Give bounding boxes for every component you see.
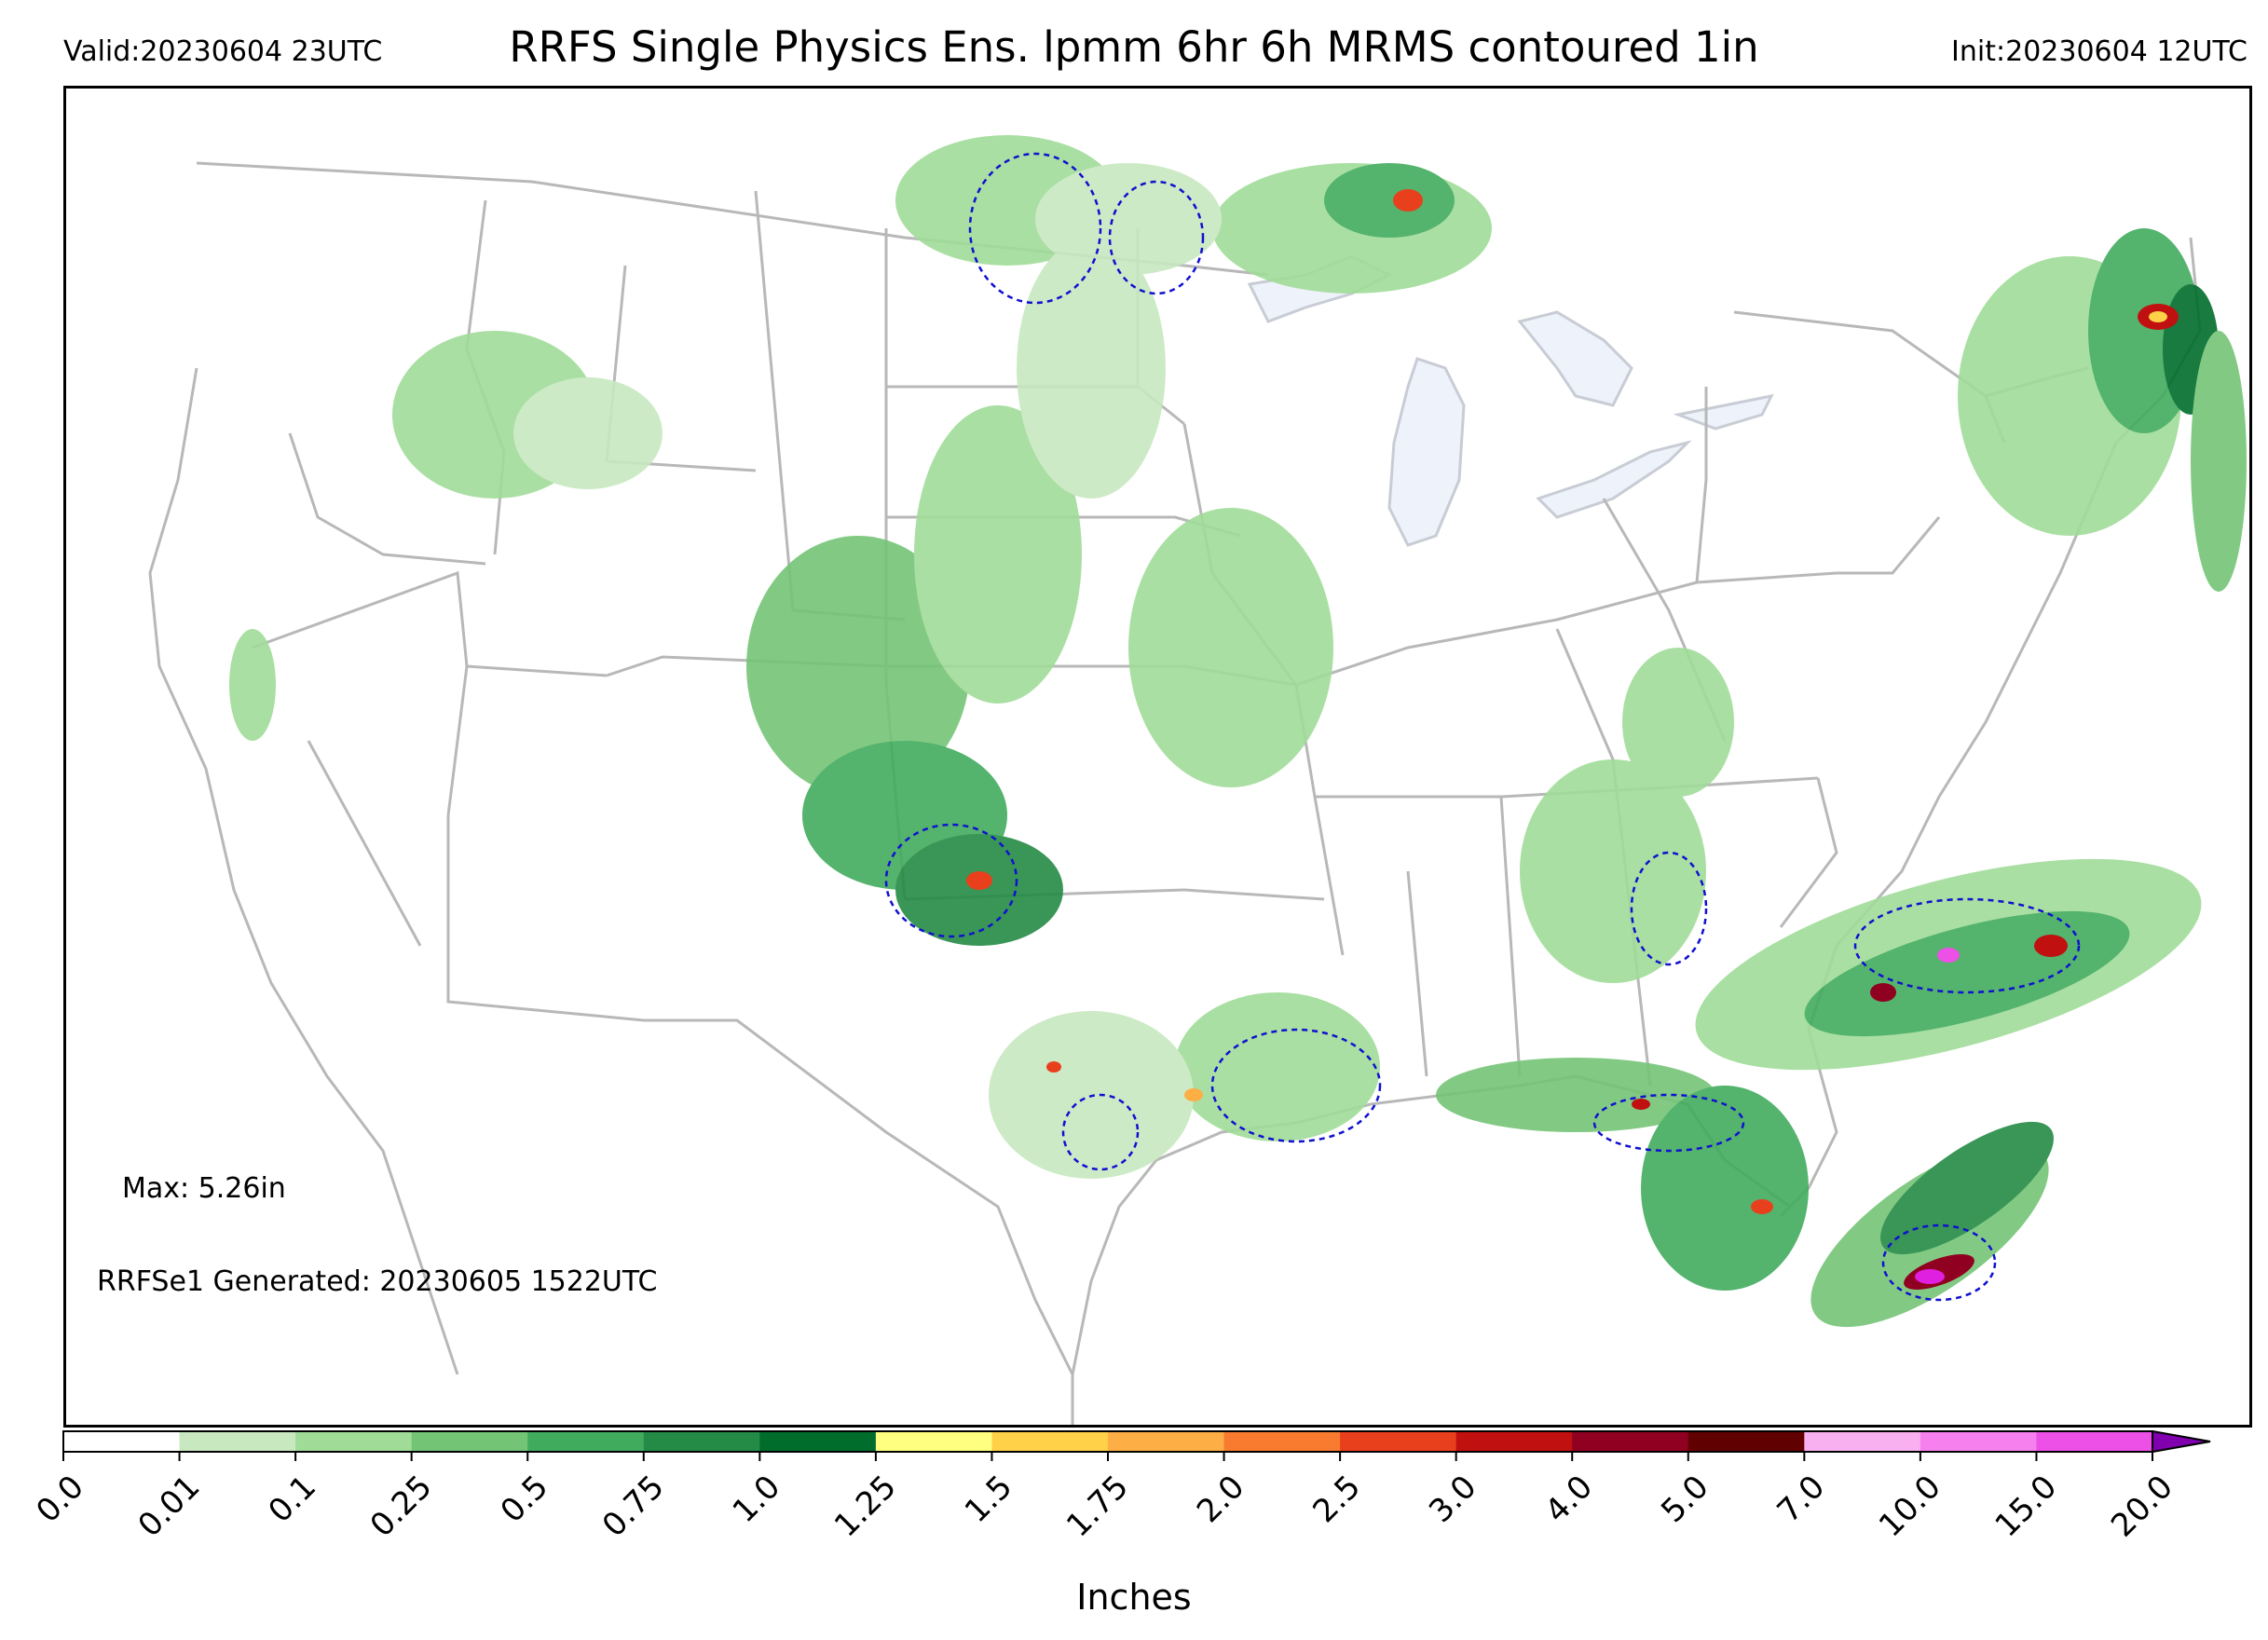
colorbar-tick-label: 10.0: [1872, 1469, 1948, 1545]
colorbar-tick-label: 7.0: [1770, 1469, 1833, 1531]
colorbar-tick-label: 1.0: [726, 1469, 788, 1531]
colorbar-tick-label: 3.0: [1422, 1469, 1484, 1531]
colorbar-swatch: [2036, 1431, 2153, 1452]
colorbar-swatch: [1108, 1431, 1225, 1452]
colorbar-swatch: [63, 1431, 181, 1452]
colorbar-swatch: [295, 1431, 413, 1452]
colorbar-swatch: [1455, 1431, 1573, 1452]
generated-note: RRFSe1 Generated: 20230605 1522UTC: [97, 1265, 658, 1298]
colorbar-swatch: [991, 1431, 1109, 1452]
chart-title: RRFS Single Physics Ens. lpmm 6hr 6h MRM…: [509, 22, 1759, 72]
map-canvas: [148, 135, 2247, 1425]
colorbar-tick-label: 15.0: [1988, 1469, 2065, 1545]
colorbar-swatch: [1223, 1431, 1341, 1452]
colorbar-swatch: [527, 1431, 645, 1452]
colorbar-extend-arrow: [2152, 1429, 2211, 1454]
colorbar-swatch: [411, 1431, 528, 1452]
precip-field: [229, 135, 2247, 1328]
colorbar-swatch: [1804, 1431, 1921, 1452]
colorbar-tick-label: 5.0: [1654, 1469, 1716, 1531]
colorbar-swatch: [1340, 1431, 1457, 1452]
colorbar-tick-label: 0.0: [29, 1469, 91, 1531]
colorbar-tick-label: 0.75: [595, 1469, 672, 1545]
valid-time: Valid:20230604 23UTC: [63, 35, 383, 68]
colorbar-tick-label: 0.25: [363, 1469, 440, 1545]
colorbar-swatch: [1920, 1431, 2037, 1452]
colorbar-tick-label: 20.0: [2104, 1469, 2180, 1545]
colorbar-swatch: [875, 1431, 992, 1452]
colorbar-tick-label: 2.5: [1305, 1469, 1368, 1531]
colorbar-tick-label: 2.0: [1190, 1469, 1252, 1531]
map-panel: [63, 86, 2252, 1428]
max-value-note: Max: 5.26in: [122, 1172, 286, 1205]
precip-maxima: [966, 189, 2179, 1290]
colorbar-tick-label: 0.01: [131, 1469, 208, 1545]
colorbar-swatch: [759, 1431, 877, 1452]
colorbar-swatch: [1687, 1431, 1805, 1452]
mrms-contours: [884, 152, 2081, 1302]
colorbar-label: Inches: [1076, 1577, 1192, 1618]
colorbar-tick-label: 0.5: [494, 1469, 556, 1531]
colorbar: 0.0 0.01 0.1 0.25 0.5 0.75 1.0 1.25 1.5 1.75 2.0 2.…: [29, 1429, 2211, 1545]
colorbar-swatch: [1572, 1431, 1689, 1452]
colorbar-swatch: [643, 1431, 760, 1452]
colorbar-tick-label: 4.0: [1538, 1469, 1601, 1531]
colorbar-tick-label: 1.5: [958, 1469, 1020, 1531]
init-time: Init:20230604 12UTC: [1951, 35, 2248, 68]
colorbar-tick-label: 1.25: [827, 1469, 904, 1545]
colorbar-swatch: [179, 1431, 296, 1452]
colorbar-tick-label: 0.1: [261, 1469, 323, 1531]
colorbar-tick-label: 1.75: [1059, 1469, 1136, 1545]
